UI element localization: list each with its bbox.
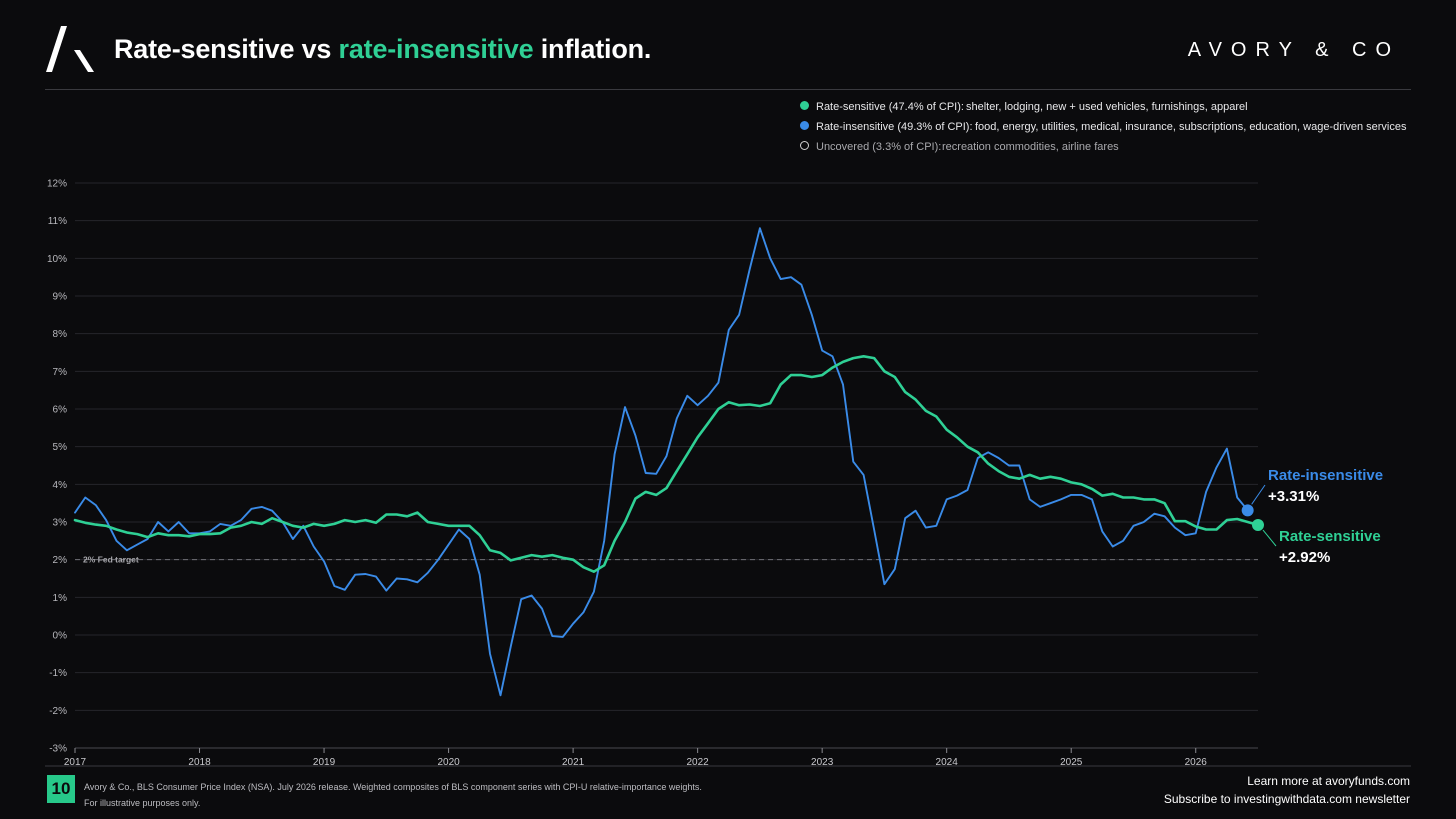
header-divider [45, 89, 1411, 90]
end-label-leader [1251, 484, 1266, 505]
y-tick-label: 4% [53, 480, 68, 491]
series-line-rate-insensitive [74, 227, 1249, 697]
cta-website-link[interactable]: Learn more at avoryfunds.com [1247, 774, 1410, 788]
end-label-value: +2.92% [1279, 549, 1330, 566]
x-tick-label: 2026 [1185, 757, 1208, 768]
page-title: Rate-sensitive vs rate-insensitive infla… [114, 34, 651, 65]
x-tick-label: 2018 [188, 757, 211, 768]
legend-desc: food, energy, utilities, medical, insura… [975, 121, 1407, 133]
legend-label: Rate-sensitive (47.4% of CPI): [816, 101, 964, 113]
x-tick-label: 2020 [437, 757, 460, 768]
page-number-badge: 10 [47, 775, 75, 803]
brand-wordmark: AVORY & CO [1187, 39, 1400, 61]
end-point-marker [1241, 504, 1254, 517]
cta-newsletter-link[interactable]: Subscribe to investingwithdata.com newsl… [1163, 792, 1410, 806]
legend-label: Uncovered (3.3% of CPI): [816, 141, 942, 153]
y-tick-label: -2% [49, 706, 67, 717]
y-tick-label: 0% [53, 631, 68, 642]
y-tick-label: -1% [49, 668, 67, 679]
y-tick-label: 11% [48, 216, 67, 227]
x-tick-label: 2019 [313, 757, 336, 768]
end-point-marker [1252, 519, 1264, 532]
legend-label: Rate-insensitive (49.3% of CPI): [816, 121, 973, 133]
y-tick-label: 12% [47, 179, 67, 190]
header: Rate-sensitive vs rate-insensitive infla… [0, 0, 1456, 92]
legend-dot-uncovered [800, 141, 809, 150]
legend-dot-rate-sensitive [800, 101, 809, 110]
x-tick-label: 2022 [687, 757, 710, 768]
legend-desc: shelter, lodging, new + used vehicles, f… [966, 101, 1248, 113]
source-line-1: Avory & Co., BLS Consumer Price Index (N… [84, 782, 702, 792]
y-tick-label: 6% [53, 405, 68, 416]
y-tick-label: 8% [53, 329, 68, 340]
end-label-value: +3.31% [1268, 488, 1319, 505]
x-tick-label: 2021 [562, 757, 585, 768]
title-part-2: inflation. [533, 34, 652, 64]
fed-target-label: 2% Fed target [83, 555, 139, 565]
x-tick-label: 2023 [811, 757, 834, 768]
end-label-name: Rate-sensitive [1279, 528, 1381, 545]
title-part-1: Rate-sensitive vs [114, 34, 339, 64]
x-tick-label: 2017 [64, 757, 87, 768]
x-tick-label: 2024 [936, 757, 959, 768]
y-tick-label: -3% [49, 744, 67, 755]
y-tick-label: 3% [53, 518, 68, 529]
title-accent: rate-insensitive [338, 34, 534, 64]
y-tick-label: 9% [53, 292, 68, 303]
y-tick-label: 2% [53, 555, 68, 566]
y-tick-label: 10% [47, 254, 67, 265]
avory-logo-icon [46, 26, 94, 72]
y-tick-label: 1% [53, 593, 68, 604]
source-line-2: For illustrative purposes only. [84, 798, 201, 808]
x-tick-label: 2025 [1060, 757, 1083, 768]
series-line-rate-sensitive [73, 355, 1260, 573]
legend-dot-rate-insensitive [800, 121, 809, 130]
end-label-leader [1262, 529, 1277, 547]
legend-desc: recreation commodities, airline fares [942, 141, 1119, 153]
source-note: Avory & Co., BLS Consumer Price Index (N… [84, 779, 702, 811]
y-tick-label: 7% [53, 367, 68, 378]
y-tick-label: 5% [53, 442, 68, 453]
footer-cta: Learn more at avoryfunds.com Subscribe t… [1164, 772, 1410, 808]
end-label-name: Rate-insensitive [1268, 467, 1383, 484]
